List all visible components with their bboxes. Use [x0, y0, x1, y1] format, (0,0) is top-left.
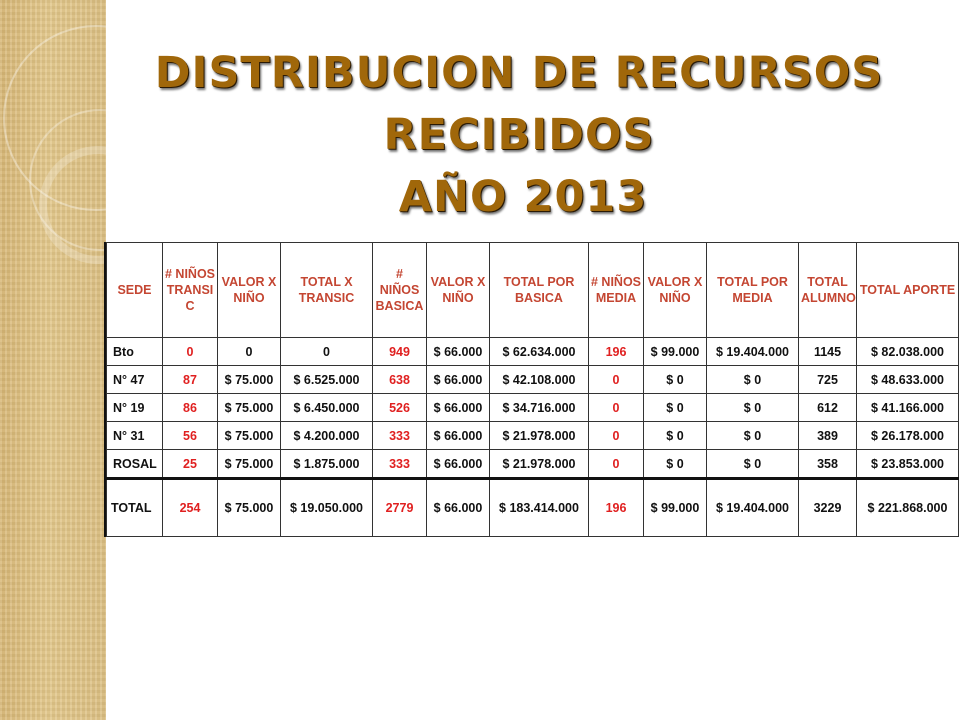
cell-ninos-media: 0	[588, 365, 644, 394]
cell-ninos-basica: 526	[372, 393, 427, 422]
cell-total-basica: $ 34.716.000	[489, 393, 589, 422]
header-cell-sede: SEDE	[106, 242, 163, 338]
table-row: Bto 0 0 0 949 $ 66.000 $ 62.634.000 196 …	[106, 337, 959, 366]
resource-distribution-table: SEDE # NIÑOS TRANSI C VALOR X NIÑO TOTAL…	[106, 242, 959, 537]
cell-valor-transic-total: $ 75.000	[217, 477, 281, 537]
title-line-2: RECIBIDOS	[383, 110, 655, 160]
cell-valor-basica: $ 66.000	[426, 365, 490, 394]
cell-total-aporte: $ 41.166.000	[856, 393, 959, 422]
cell-total-media: $ 19.404.000	[706, 337, 799, 366]
cell-total-transic: $ 6.525.000	[280, 365, 373, 394]
cell-valor-transic: $ 75.000	[217, 365, 281, 394]
cell-sede: N° 47	[106, 365, 163, 394]
cell-total-alumno-total: 3229	[798, 477, 857, 537]
cell-total-transic: $ 1.875.000	[280, 449, 373, 479]
cell-total-alumno: 358	[798, 449, 857, 479]
resource-table-container: SEDE # NIÑOS TRANSI C VALOR X NIÑO TOTAL…	[104, 242, 959, 537]
table-total-row: TOTAL 254 $ 75.000 $ 19.050.000 2779 $ 6…	[106, 477, 959, 537]
cell-sede-total: TOTAL	[106, 477, 163, 537]
cell-total-media: $ 0	[706, 421, 799, 450]
cell-ninos-media-total: 196	[588, 477, 644, 537]
decorative-rings	[3, 25, 106, 264]
cell-total-transic: 0	[280, 337, 373, 366]
cell-total-alumno: 389	[798, 421, 857, 450]
header-cell-ninos-basica: # NIÑOS BASICA	[372, 242, 427, 338]
cell-ninos-basica-total: 2779	[372, 477, 427, 537]
cell-sede: N° 19	[106, 393, 163, 422]
slide-title: DISTRIBUCION DE RECURSOS RECIBIDOS AÑO 2…	[106, 42, 932, 228]
cell-ninos-basica: 333	[372, 421, 427, 450]
cell-valor-transic: 0	[217, 337, 281, 366]
cell-total-transic-total: $ 19.050.000	[280, 477, 373, 537]
cell-total-basica: $ 21.978.000	[489, 421, 589, 450]
header-cell-total-alumno: TOTAL ALUMNO	[798, 242, 857, 338]
cell-ninos-basica: 333	[372, 449, 427, 479]
cell-total-transic: $ 4.200.000	[280, 421, 373, 450]
cell-ninos-transic: 0	[162, 337, 218, 366]
cell-ninos-transic: 56	[162, 421, 218, 450]
cell-valor-basica: $ 66.000	[426, 449, 490, 479]
cell-valor-basica: $ 66.000	[426, 393, 490, 422]
cell-total-media: $ 0	[706, 365, 799, 394]
cell-sede: N° 31	[106, 421, 163, 450]
header-cell-valor-media: VALOR X NIÑO	[643, 242, 707, 338]
cell-total-basica: $ 62.634.000	[489, 337, 589, 366]
title-line-3: AÑO 2013	[398, 172, 648, 222]
cell-ninos-media: 0	[588, 393, 644, 422]
cell-total-alumno: 1145	[798, 337, 857, 366]
cell-valor-media: $ 0	[643, 365, 707, 394]
header-cell-ninos-media: # NIÑOS MEDIA	[588, 242, 644, 338]
cell-valor-basica: $ 66.000	[426, 421, 490, 450]
cell-valor-media: $ 99.000	[643, 337, 707, 366]
cell-ninos-transic-total: 254	[162, 477, 218, 537]
cell-total-aporte: $ 26.178.000	[856, 421, 959, 450]
cell-total-aporte: $ 82.038.000	[856, 337, 959, 366]
cell-valor-basica-total: $ 66.000	[426, 477, 490, 537]
cell-total-media-total: $ 19.404.000	[706, 477, 799, 537]
cell-total-basica: $ 42.108.000	[489, 365, 589, 394]
cell-valor-transic: $ 75.000	[217, 393, 281, 422]
cell-ninos-transic: 87	[162, 365, 218, 394]
table-row: N° 31 56 $ 75.000 $ 4.200.000 333 $ 66.0…	[106, 421, 959, 450]
table-row: ROSAL 25 $ 75.000 $ 1.875.000 333 $ 66.0…	[106, 449, 959, 479]
cell-total-transic: $ 6.450.000	[280, 393, 373, 422]
header-cell-valor-transic: VALOR X NIÑO	[217, 242, 281, 338]
cell-total-media: $ 0	[706, 393, 799, 422]
cell-total-basica-total: $ 183.414.000	[489, 477, 589, 537]
cell-valor-transic: $ 75.000	[217, 421, 281, 450]
table-row: N° 47 87 $ 75.000 $ 6.525.000 638 $ 66.0…	[106, 365, 959, 394]
cell-ninos-basica: 638	[372, 365, 427, 394]
cell-total-aporte: $ 48.633.000	[856, 365, 959, 394]
cell-ninos-media: 0	[588, 421, 644, 450]
cell-valor-basica: $ 66.000	[426, 337, 490, 366]
header-cell-total-basica: TOTAL POR BASICA	[489, 242, 589, 338]
table-row: N° 19 86 $ 75.000 $ 6.450.000 526 $ 66.0…	[106, 393, 959, 422]
header-cell-valor-basica: VALOR X NIÑO	[426, 242, 490, 338]
cell-ninos-transic: 25	[162, 449, 218, 479]
cell-total-alumno: 612	[798, 393, 857, 422]
cell-total-aporte: $ 23.853.000	[856, 449, 959, 479]
cell-ninos-media: 196	[588, 337, 644, 366]
header-cell-total-media: TOTAL POR MEDIA	[706, 242, 799, 338]
cell-sede: Bto	[106, 337, 163, 366]
cell-sede: ROSAL	[106, 449, 163, 479]
cell-valor-media-total: $ 99.000	[643, 477, 707, 537]
cell-valor-media: $ 0	[643, 421, 707, 450]
cell-total-basica: $ 21.978.000	[489, 449, 589, 479]
cell-ninos-media: 0	[588, 449, 644, 479]
cell-valor-media: $ 0	[643, 449, 707, 479]
cell-total-media: $ 0	[706, 449, 799, 479]
decorative-side-band	[0, 0, 106, 720]
title-line-1: DISTRIBUCION DE RECURSOS	[154, 48, 884, 98]
cell-ninos-transic: 86	[162, 393, 218, 422]
header-cell-ninos-transic: # NIÑOS TRANSI C	[162, 242, 218, 338]
header-cell-total-aporte: TOTAL APORTE	[856, 242, 959, 338]
cell-valor-transic: $ 75.000	[217, 449, 281, 479]
header-cell-total-transic: TOTAL X TRANSIC	[280, 242, 373, 338]
cell-valor-media: $ 0	[643, 393, 707, 422]
cell-total-alumno: 725	[798, 365, 857, 394]
cell-ninos-basica: 949	[372, 337, 427, 366]
cell-total-aporte-total: $ 221.868.000	[856, 477, 959, 537]
table-header-row: SEDE # NIÑOS TRANSI C VALOR X NIÑO TOTAL…	[106, 242, 959, 338]
